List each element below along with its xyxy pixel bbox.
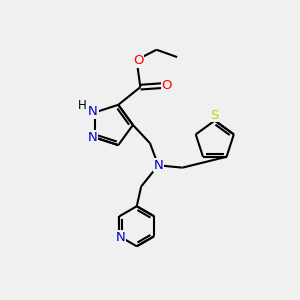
Text: S: S <box>211 109 219 122</box>
Text: O: O <box>162 79 172 92</box>
Text: N: N <box>116 231 126 244</box>
Text: H: H <box>78 99 87 112</box>
Text: N: N <box>88 105 98 119</box>
Text: N: N <box>153 159 163 172</box>
Text: O: O <box>133 54 143 67</box>
Text: N: N <box>87 131 97 144</box>
